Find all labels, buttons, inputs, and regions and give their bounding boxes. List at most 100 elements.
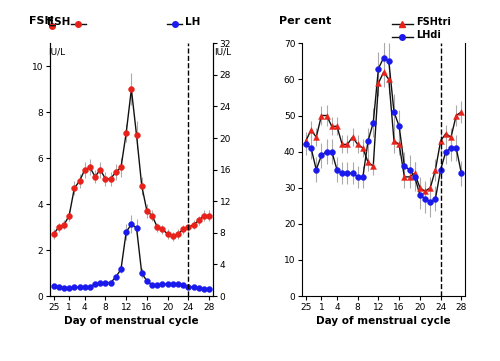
Point xyxy=(400,163,408,169)
Point xyxy=(333,123,341,129)
Point xyxy=(200,213,208,218)
Point xyxy=(200,286,208,292)
Point xyxy=(442,149,450,155)
Point xyxy=(390,109,398,115)
Point xyxy=(205,286,213,292)
Point xyxy=(128,221,136,227)
Point xyxy=(70,284,78,290)
Point xyxy=(322,113,330,118)
Text: FSH: FSH xyxy=(29,16,54,26)
Point xyxy=(106,280,114,286)
Point xyxy=(426,185,434,191)
Point xyxy=(179,226,187,232)
Point xyxy=(328,149,336,155)
Point xyxy=(359,145,367,151)
Point xyxy=(86,165,94,170)
Point xyxy=(447,145,455,151)
Point xyxy=(91,174,99,179)
Point xyxy=(354,174,362,180)
Point xyxy=(102,176,110,182)
Point xyxy=(374,80,382,86)
Point xyxy=(117,165,125,170)
Point xyxy=(174,281,182,287)
Point xyxy=(432,167,440,173)
Point xyxy=(143,208,151,214)
Point xyxy=(76,284,84,290)
Point xyxy=(348,134,356,140)
Point xyxy=(348,170,356,176)
Point xyxy=(179,282,187,288)
Point xyxy=(344,142,351,147)
Point xyxy=(148,282,156,288)
Point xyxy=(195,217,203,223)
Point xyxy=(55,224,63,230)
Point xyxy=(158,226,166,232)
Point xyxy=(312,134,320,140)
Point xyxy=(322,149,330,155)
Bar xyxy=(319,43,324,296)
Point xyxy=(302,138,310,144)
Text: IU/L: IU/L xyxy=(214,47,232,56)
Point xyxy=(60,222,68,228)
Point xyxy=(385,77,393,82)
Point xyxy=(154,224,162,230)
Point xyxy=(452,113,460,118)
Point xyxy=(80,284,88,290)
Text: LH: LH xyxy=(185,17,200,27)
Point xyxy=(184,284,192,290)
Point xyxy=(50,231,58,237)
Point xyxy=(436,167,444,173)
Point xyxy=(102,280,110,286)
Point xyxy=(60,285,68,291)
Text: IU/L: IU/L xyxy=(48,47,66,56)
Point xyxy=(169,234,177,239)
Point xyxy=(117,266,125,272)
Point xyxy=(80,167,88,173)
Text: LHdi: LHdi xyxy=(416,30,441,40)
Text: FSH: FSH xyxy=(46,17,70,27)
Point xyxy=(390,138,398,144)
Point xyxy=(50,283,58,289)
Point xyxy=(380,55,388,61)
Point xyxy=(436,138,444,144)
Point xyxy=(354,142,362,147)
Point xyxy=(370,120,378,126)
Point xyxy=(307,127,315,133)
X-axis label: Day of menstrual cycle: Day of menstrual cycle xyxy=(316,316,451,326)
Point xyxy=(364,138,372,144)
Point xyxy=(406,167,413,173)
Point xyxy=(452,145,460,151)
Point xyxy=(416,192,424,198)
Point xyxy=(96,167,104,173)
Point xyxy=(65,285,73,291)
Point xyxy=(318,152,326,158)
Point xyxy=(138,270,145,276)
Text: FSHtri: FSHtri xyxy=(416,17,451,27)
Point xyxy=(112,169,120,175)
Point xyxy=(458,109,466,115)
Point xyxy=(344,170,351,176)
Point xyxy=(132,225,140,231)
Point xyxy=(106,176,114,182)
Point xyxy=(410,170,418,176)
Point xyxy=(164,231,172,237)
Point xyxy=(312,167,320,173)
Point xyxy=(96,280,104,286)
Point xyxy=(406,174,413,180)
Point xyxy=(122,229,130,235)
X-axis label: Day of menstrual cycle: Day of menstrual cycle xyxy=(64,316,198,326)
Point xyxy=(380,69,388,75)
Point xyxy=(374,66,382,71)
Point xyxy=(359,174,367,180)
Text: Per cent: Per cent xyxy=(280,16,332,26)
Point xyxy=(158,281,166,287)
Point xyxy=(65,213,73,218)
Point xyxy=(400,174,408,180)
Point xyxy=(328,123,336,129)
Point xyxy=(190,222,198,228)
Point xyxy=(128,86,136,92)
Point xyxy=(174,231,182,237)
Bar xyxy=(66,43,72,296)
Point xyxy=(205,213,213,218)
Point xyxy=(154,282,162,288)
